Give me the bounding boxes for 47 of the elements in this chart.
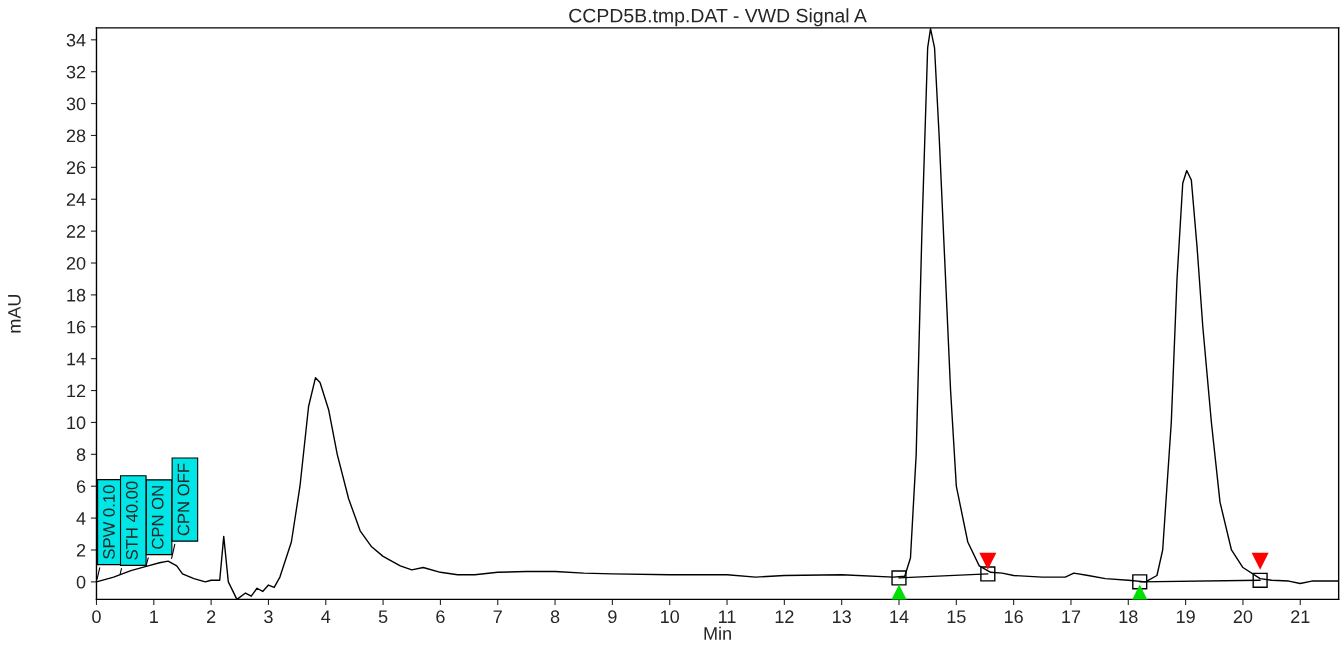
x-tick-label: 21 bbox=[1291, 610, 1310, 623]
x-tick-label: 12 bbox=[775, 610, 794, 623]
y-tick-label: 10 bbox=[67, 416, 86, 430]
y-tick-label: 24 bbox=[66, 193, 86, 206]
x-tick-label: 13 bbox=[833, 610, 851, 624]
annotation: CPN OFF bbox=[177, 463, 190, 536]
y-axis-title: mAU bbox=[8, 294, 21, 333]
x-tick-label: 8 bbox=[550, 610, 560, 624]
x-tick-label: 20 bbox=[1233, 610, 1253, 624]
y-tick-label: 2 bbox=[76, 543, 86, 557]
x-tick-label: 15 bbox=[947, 610, 966, 624]
y-tick-label: 12 bbox=[67, 384, 86, 398]
y-tick-label: 18 bbox=[67, 288, 86, 302]
x-tick-label: 16 bbox=[1004, 610, 1023, 624]
x-tick-label: 3 bbox=[264, 610, 273, 624]
y-tick-label: 32 bbox=[66, 65, 86, 79]
x-axis-title: Min bbox=[704, 626, 731, 640]
y-tick-label: 14 bbox=[67, 352, 86, 366]
x-tick-label: 4 bbox=[321, 610, 331, 623]
x-tick-label: 5 bbox=[378, 610, 388, 624]
chart-title: CCPD5B.tmp.DAT - VWD Signal A bbox=[569, 8, 867, 27]
x-tick-label: 9 bbox=[608, 610, 617, 624]
y-tick-label: 0 bbox=[76, 575, 86, 589]
y-tick-label: 20 bbox=[66, 256, 86, 270]
annotation: SPW 0.10 bbox=[103, 485, 115, 559]
x-tick-label: 0 bbox=[92, 610, 101, 624]
annotation: STH 40.00 bbox=[125, 481, 138, 560]
y-tick-label: 34 bbox=[66, 33, 86, 47]
x-tick-label: 1 bbox=[150, 610, 158, 623]
y-tick-label: 28 bbox=[66, 129, 86, 143]
x-tick-label: 11 bbox=[719, 610, 736, 623]
y-tick-label: 30 bbox=[66, 97, 86, 111]
y-tick-label: 22 bbox=[66, 225, 86, 238]
x-tick-label: 10 bbox=[661, 610, 680, 624]
y-tick-label: 26 bbox=[66, 161, 86, 175]
x-tick-label: 7 bbox=[493, 610, 502, 623]
y-tick-label: 6 bbox=[76, 480, 86, 493]
annotation: CPN ON bbox=[151, 486, 164, 549]
x-tick-label: 19 bbox=[1176, 610, 1195, 624]
y-tick-label: 8 bbox=[76, 448, 86, 462]
x-tick-label: 14 bbox=[890, 610, 909, 623]
y-tick-label: 16 bbox=[67, 320, 86, 334]
x-tick-label: 17 bbox=[1062, 610, 1081, 623]
x-tick-label: 18 bbox=[1119, 610, 1138, 624]
y-tick-label: 4 bbox=[76, 512, 86, 525]
x-tick-label: 6 bbox=[436, 610, 445, 624]
x-tick-label: 2 bbox=[207, 610, 216, 623]
